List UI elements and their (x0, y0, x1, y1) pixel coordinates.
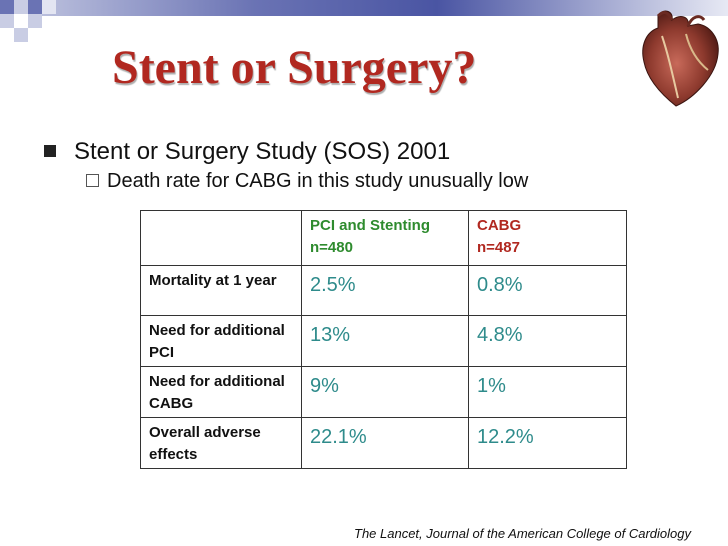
table-header-cabg: CABG n=487 (468, 210, 627, 266)
pci-value: 9% (301, 366, 469, 418)
row-label: Need for additional PCI (140, 315, 302, 367)
pci-value: 22.1% (301, 417, 469, 469)
cabg-value: 4.8% (468, 315, 627, 367)
bullet-text: Stent or Surgery Study (SOS) 2001 (74, 138, 451, 165)
row-label: Overall adverse effects (140, 417, 302, 469)
comparison-table: PCI and Stenting n=480 CABG n=487 Mortal… (140, 210, 627, 469)
header-cabg-n: n=487 (477, 239, 520, 256)
hollow-square-bullet-icon (86, 174, 99, 187)
table-row: Need for additional PCI 13% 4.8% (140, 315, 627, 367)
header-pci-title: PCI and Stenting (310, 217, 430, 234)
header-pci-n: n=480 (310, 239, 353, 256)
pci-value: 2.5% (301, 265, 469, 316)
bullet-level2: Death rate for CABG in this study unusua… (86, 170, 528, 193)
cabg-value: 0.8% (468, 265, 627, 316)
top-gradient-band (0, 0, 728, 16)
table-header-pci: PCI and Stenting n=480 (301, 210, 469, 266)
table-row: Mortality at 1 year 2.5% 0.8% (140, 265, 627, 316)
table-row: Need for additional CABG 9% 1% (140, 366, 627, 418)
square-bullet-icon (44, 145, 56, 157)
pci-value: 13% (301, 315, 469, 367)
cabg-value: 12.2% (468, 417, 627, 469)
bullet-text: Death rate for CABG in this study unusua… (107, 170, 529, 192)
slide-title: Stent or Surgery? (112, 41, 477, 94)
row-label: Mortality at 1 year (140, 265, 302, 316)
heart-illustration-icon (642, 10, 719, 107)
bullet-level1: Stent or Surgery Study (SOS) 2001 (44, 138, 450, 166)
table-row: Overall adverse effects 22.1% 12.2% (140, 417, 627, 469)
table-header-empty (140, 210, 302, 266)
cabg-value: 1% (468, 366, 627, 418)
citation: The Lancet, Journal of the American Coll… (354, 526, 691, 541)
row-label: Need for additional CABG (140, 366, 302, 418)
table-header-row: PCI and Stenting n=480 CABG n=487 (140, 210, 627, 266)
header-cabg-title: CABG (477, 217, 522, 234)
